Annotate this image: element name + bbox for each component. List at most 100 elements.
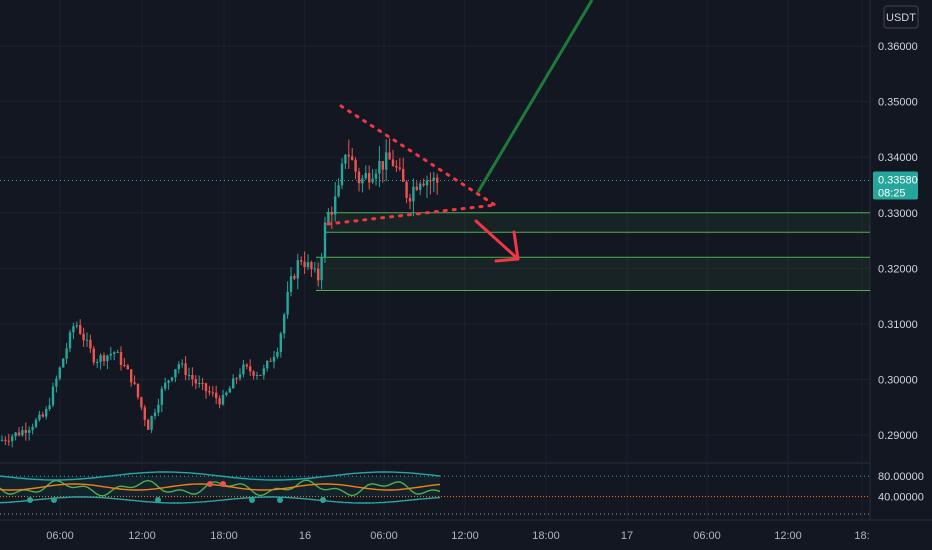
- support-zone: [316, 257, 870, 291]
- candle-body: [143, 407, 146, 420]
- candle-body: [300, 260, 303, 262]
- candle-body: [296, 260, 299, 279]
- candle-body: [157, 404, 160, 413]
- candle-body: [92, 348, 95, 363]
- currency-button[interactable]: USDT: [883, 5, 919, 29]
- price-tick-label: 0.35000: [878, 97, 918, 109]
- candle-body: [361, 178, 364, 184]
- osc-lower-band: [0, 496, 441, 504]
- candle-body: [388, 152, 391, 160]
- osc-fast-line: [0, 479, 441, 497]
- candle-body: [313, 268, 316, 270]
- candle-body: [187, 375, 191, 377]
- candle-body: [225, 392, 228, 396]
- osc-signal-dot: [320, 497, 326, 503]
- candle-body: [286, 291, 289, 315]
- candle-body: [201, 382, 204, 384]
- candle-body: [45, 409, 48, 417]
- osc-signal-dot: [207, 481, 213, 487]
- price-tick-label: 0.29000: [878, 430, 918, 442]
- candle-body: [221, 395, 225, 405]
- candle-body: [136, 383, 140, 398]
- candle-body: [126, 365, 129, 370]
- wedge-upper-line: [339, 104, 497, 207]
- candle-body: [164, 382, 167, 389]
- time-tick-label: 06:00: [46, 530, 74, 542]
- candle-body: [160, 388, 163, 405]
- candle-body: [106, 355, 109, 362]
- candle-body: [55, 378, 58, 387]
- candle-body: [259, 374, 262, 376]
- candlestick-series: [0, 138, 439, 448]
- candle-body: [330, 212, 333, 215]
- osc-tick-label: 40.00000: [878, 492, 924, 504]
- candle-body: [102, 355, 106, 362]
- candle-body: [11, 436, 14, 442]
- candle-body: [153, 412, 157, 417]
- candle-body: [398, 167, 401, 169]
- candle-body: [412, 186, 415, 202]
- candle-body: [194, 379, 197, 384]
- price-tick-label: 0.36000: [878, 41, 918, 53]
- candle-body: [133, 382, 136, 384]
- candle-body: [429, 180, 432, 182]
- candle-body: [38, 414, 41, 420]
- price-tick-label: 0.32000: [878, 263, 918, 275]
- candle-body: [130, 369, 133, 383]
- price-axis[interactable]: 0.36000 0.35000 0.34000 0.33000 0.32000 0.310…: [878, 41, 924, 503]
- candle-body: [51, 386, 55, 406]
- candle-body: [276, 351, 279, 357]
- candle-body: [317, 268, 320, 281]
- grid: [0, 0, 932, 521]
- candle-body: [31, 426, 34, 430]
- candle-body: [255, 374, 259, 376]
- candle-body: [177, 364, 180, 370]
- candle-body: [85, 339, 89, 341]
- candle-body: [116, 351, 119, 353]
- candle-body: [238, 374, 242, 379]
- price-badge-value: 0.33580: [878, 175, 918, 187]
- candle-body: [385, 152, 388, 170]
- candle-body: [419, 183, 422, 190]
- time-tick-label: 18:00: [210, 530, 238, 542]
- candle-body: [279, 333, 282, 352]
- price-badge-countdown: 08:25: [878, 188, 906, 200]
- candle-body: [218, 398, 221, 405]
- price-badge: 0.33580 08:25: [873, 171, 918, 200]
- candle-body: [14, 432, 17, 437]
- time-axis[interactable]: 06:00 12:00 18:00 16 06:00 12:00 18:00 17 06:00 1…: [46, 530, 869, 542]
- candle-body: [357, 171, 361, 184]
- candle-body: [215, 392, 218, 399]
- osc-slow-line: [0, 483, 441, 491]
- candle-body: [262, 368, 265, 376]
- candle-body: [79, 325, 82, 334]
- time-tick-label: 18:: [854, 530, 869, 542]
- candle-body: [378, 161, 381, 174]
- oscillator-panel: [0, 471, 870, 515]
- candle-body: [374, 173, 378, 179]
- time-tick-label: 18:00: [532, 530, 560, 542]
- price-tick-label: 0.34000: [878, 152, 918, 164]
- candle-body: [0, 439, 4, 441]
- candle-body: [320, 257, 323, 281]
- arrow-up-line: [476, 0, 594, 193]
- candle-body: [191, 375, 194, 380]
- candle-body: [283, 314, 286, 334]
- candle-body: [89, 339, 92, 349]
- candle-body: [354, 159, 357, 172]
- candle-body: [34, 419, 38, 427]
- candle-body: [351, 156, 354, 160]
- candle-body: [381, 161, 384, 170]
- candle-body: [425, 180, 429, 186]
- time-tick-label: 06:00: [370, 530, 398, 542]
- time-tick-label: 12:00: [451, 530, 479, 542]
- time-tick-label: 06:00: [693, 530, 721, 542]
- candle-body: [303, 261, 306, 268]
- candle-body: [113, 352, 116, 354]
- support-zones: [0, 180, 870, 292]
- candle-body: [347, 154, 350, 157]
- candle-body: [82, 333, 85, 341]
- osc-signal-dot: [277, 497, 283, 503]
